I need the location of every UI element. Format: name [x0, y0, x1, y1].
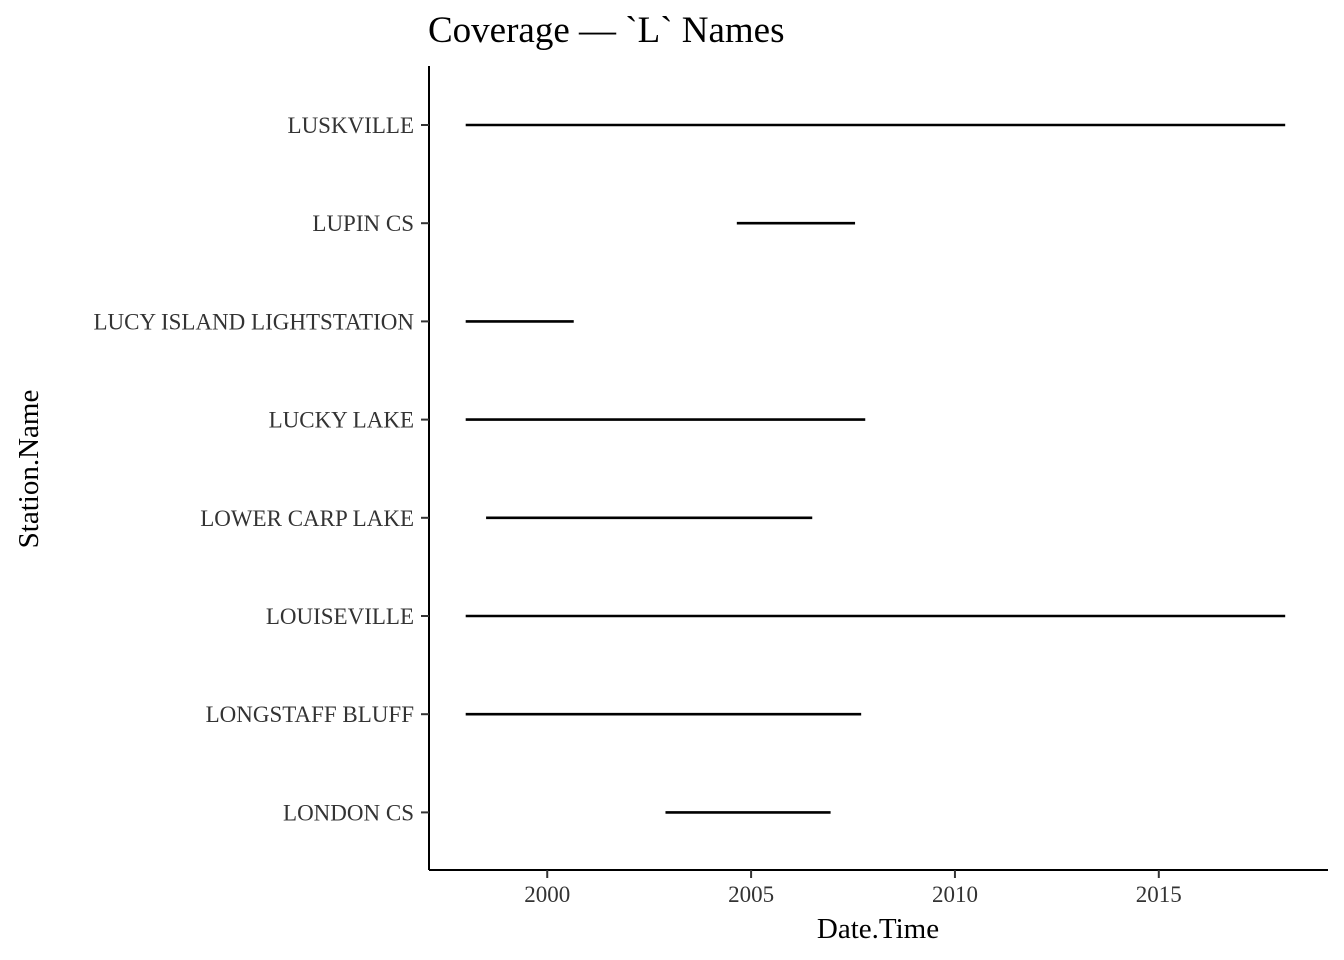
y-tick-label: LUCY ISLAND LIGHTSTATION — [93, 309, 414, 334]
y-axis-title: Station.Name — [13, 390, 45, 549]
x-tick-label: 2010 — [932, 882, 978, 907]
coverage-segments — [465, 123, 1286, 814]
y-tick-label: LOUISEVILLE — [266, 604, 414, 629]
chart-title: Coverage — `L` Names — [428, 10, 785, 51]
y-tick-label: LUCKY LAKE — [269, 408, 414, 433]
x-axis: 2000 2005 2010 2015 — [429, 869, 1328, 907]
x-tick-label: 2015 — [1136, 882, 1182, 907]
x-tick-label: 2005 — [728, 882, 774, 907]
y-tick-label: LOWER CARP LAKE — [200, 506, 414, 531]
y-tick-label: LUPIN CS — [312, 211, 414, 236]
y-tick-label: LONDON CS — [283, 800, 414, 825]
y-axis: LONDON CS LONGSTAFF BLUFF LOUISEVILLE LOWER… — [93, 66, 430, 870]
x-tick-label: 2000 — [524, 882, 570, 907]
y-tick-label: LONGSTAFF BLUFF — [206, 702, 414, 727]
x-axis-title: Date.Time — [817, 913, 939, 945]
y-tick-label: LUSKVILLE — [288, 113, 414, 138]
